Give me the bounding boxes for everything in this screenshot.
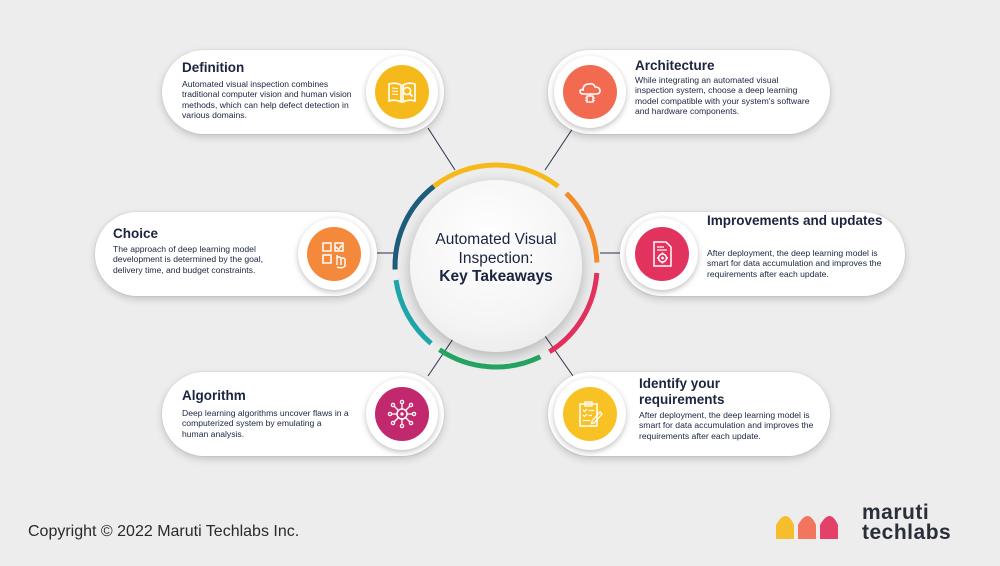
card-improvements: Improvements and updates After deploymen… [620,212,905,296]
center-title: Automated Visual Inspection: [410,230,582,268]
center-title-line2: Inspection: [458,250,534,267]
connector-requirements [544,335,574,377]
card-choice-icon-badge [298,218,370,290]
connector-architecture [544,127,574,171]
logo-line1: maruti [862,501,930,524]
logo-peak-3 [820,516,838,539]
ring-arc-orange [564,191,600,263]
card-definition: Definition Automated visual inspection c… [162,50,444,134]
cloud-chip-icon [579,83,601,103]
ring-arc-teal [393,279,433,346]
card-architecture-title: Architecture [635,58,715,73]
connector-algorithm [427,335,456,377]
card-algorithm-title: Algorithm [182,388,246,403]
card-architecture: Architecture While integrating an automa… [548,50,830,134]
card-architecture-icon-badge [554,56,626,128]
card-improvements-desc: After deployment, the deep learning mode… [707,248,882,279]
open-book-magnifier-icon [388,82,416,104]
logo-peak-1 [776,516,794,539]
card-requirements-icon-badge [554,378,626,450]
connector-definition [427,127,456,171]
card-improvements-title: Improvements and updates [707,213,883,228]
ring-arc-yellow [432,162,560,189]
card-requirements-desc: After deployment, the deep learning mode… [639,410,814,441]
document-gear-icon [653,241,672,267]
center-ring [392,162,600,370]
logo-peak-2 [798,516,816,539]
card-definition-title: Definition [182,60,245,75]
ring-arc-green [438,347,542,370]
card-requirements: Identify your requirements After deploym… [548,372,830,456]
card-choice: Choice The approach of deep learning mod… [95,212,377,296]
maruti-logo-mark [776,516,838,539]
card-definition-desc: Automated visual inspection combines tra… [182,79,352,121]
card-requirements-title: Identify your requirements [639,376,725,407]
card-algorithm-desc: Deep learning algorithms uncover flaws i… [182,408,349,439]
card-definition-icon-badge [366,56,438,128]
clipboard-pen-icon [579,401,603,427]
card-choice-title: Choice [113,226,159,241]
card-algorithm-icon-badge [366,378,438,450]
center-hub: Automated Visual Inspection: Key Takeawa… [410,180,582,352]
logo-wordmark: maruti techlabs [862,501,952,544]
copyright-text: Copyright © 2022 Maruti Techlabs Inc. [28,523,300,540]
neural-network-icon [387,399,417,429]
ring-arc-red [548,272,600,354]
logo-line2: techlabs [862,521,952,544]
card-architecture-desc: While integrating an automated visual in… [635,75,810,117]
card-algorithm: Algorithm Deep learning algorithms uncov… [162,372,444,456]
center-subtitle: Key Takeaways [439,268,553,285]
center-title-line1: Automated Visual [435,231,557,248]
card-choice-desc: The approach of deep learning model deve… [113,244,264,275]
checklist-hand-icon [322,242,346,269]
ring-arc-navy [392,184,436,270]
card-improvements-icon-badge [626,218,698,290]
